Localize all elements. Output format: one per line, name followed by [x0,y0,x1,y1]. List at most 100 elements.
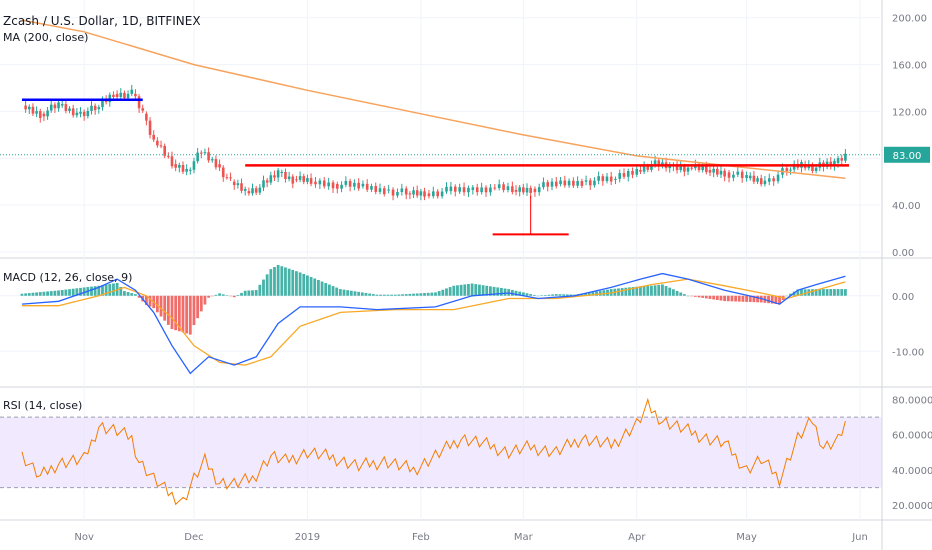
macd-histogram-bar [408,293,412,296]
candle-body [432,191,435,197]
macd-histogram-bar [690,295,694,297]
macd-histogram-bar [478,284,481,296]
macd-histogram-bar [287,268,291,296]
macd-histogram-bar [485,285,489,296]
candle-body [767,178,771,182]
macd-histogram-bar [254,290,258,296]
candle-body [542,182,545,188]
macd-histogram-bar [64,289,68,296]
macd-histogram-bar [558,294,562,296]
macd-histogram-bar [232,295,236,298]
macd-histogram-bar [459,284,463,296]
candle-body [189,169,192,171]
candle-body [185,168,188,172]
candle-body [126,93,130,99]
macd-histogram-bar [412,293,415,296]
macd-histogram-bar [701,295,705,298]
macd-histogram-bar [489,286,492,296]
macd-histogram-bar [518,291,522,296]
candle-body [723,170,726,177]
candle-body [489,187,492,193]
macd-histogram-bar [404,294,408,296]
candle-body [840,158,844,161]
macd-histogram-bar [360,292,364,296]
candle-body [518,187,521,192]
macd-histogram-bar [767,295,770,304]
candle-body [776,174,780,182]
candle-body [331,182,335,189]
candle-body [400,188,404,193]
macd-histogram-bar [101,285,104,296]
candle-body [24,105,27,110]
macd-histogram-bar [463,284,467,296]
candlestick-series [24,84,847,201]
candle-body [396,192,399,196]
rsi-tick-label: 40.0000 [892,466,932,477]
macd-histogram-bar [639,286,642,296]
candle-body [686,167,690,172]
candle-body [361,183,365,187]
time-axis-label: Nov [74,532,94,543]
time-axis-label: May [736,532,757,543]
macd-histogram-bar [737,295,741,302]
candle-body [115,93,119,98]
candle-body [123,92,126,99]
candle-body [340,184,343,189]
macd-histogram-bar [324,283,328,296]
macd-histogram-bar [668,287,672,296]
candle-body [415,190,419,196]
candle-body [697,164,701,171]
macd-histogram-bar [642,286,646,296]
macd-histogram-bar [653,285,657,296]
macd-histogram-bar [529,294,533,296]
ma-indicator-label[interactable]: MA (200, close) [3,31,89,44]
candle-body [291,176,295,184]
candle-body [719,170,723,175]
candle-body [639,170,642,172]
macd-histogram-bar [144,295,148,306]
macd-histogram-bar [814,289,818,296]
candle-body [427,193,431,197]
macd-histogram-bar [752,295,756,303]
candle-body [306,178,309,182]
macd-histogram-bar [295,271,298,296]
candle-body [79,111,82,114]
macd-histogram-bar [353,291,357,296]
macd-histogram-bar [368,293,372,296]
time-axis-label: Dec [184,532,203,543]
candle-body [522,187,525,193]
macd-histogram-bar [620,288,624,296]
macd-histogram-bar [119,286,123,296]
rsi-indicator-label[interactable]: RSI (14, close) [3,399,83,412]
candle-body [740,171,744,179]
macd-histogram-bar [134,294,137,296]
macd-histogram-bar [800,289,803,296]
macd-histogram-bar [276,264,280,296]
candle-body [631,171,634,175]
candle-body [370,186,373,190]
candle-body [225,177,229,179]
macd-histogram-bar [302,273,306,296]
price-tick-label: 120.00 [892,107,927,118]
candle-body [471,187,475,190]
macd-histogram-bar [357,291,361,296]
candle-body [502,184,505,191]
candle-body [554,181,558,187]
macd-indicator-label[interactable]: MACD (12, 26, close, 9) [3,271,133,284]
macd-histogram-bar [203,295,207,305]
macd-histogram-bar [24,293,28,296]
candle-body [210,159,214,161]
macd-histogram-bar [481,285,485,296]
macd-histogram-bar [822,289,825,296]
macd-histogram-bar [148,295,152,307]
candle-body [712,168,715,173]
rsi-tick-label: 60.0000 [892,431,932,442]
macd-histogram-bar [79,287,82,296]
candle-body [493,187,497,189]
candle-body [679,166,683,171]
candle-body [657,160,661,167]
macd-histogram-bar [393,294,397,296]
macd-histogram-bar [624,287,628,296]
candle-body [31,106,35,114]
